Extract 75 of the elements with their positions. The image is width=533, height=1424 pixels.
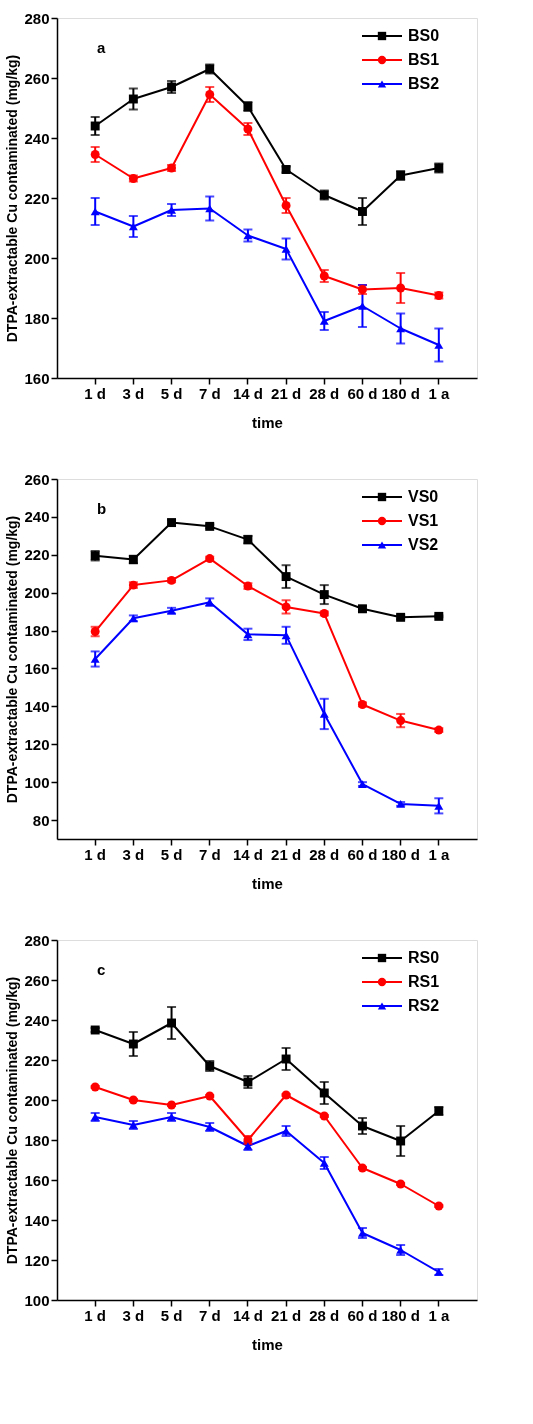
y-tick-label: 240 [24, 129, 50, 147]
x-tick-label: 180 d [381, 384, 420, 402]
y-tick-label: 180 [24, 622, 50, 640]
y-tick-label: 120 [24, 1251, 50, 1269]
x-tick-label: 180 d [381, 845, 420, 863]
x-tick-label: 60 d [347, 384, 378, 402]
y-tick-label: 160 [24, 659, 50, 677]
x-tick-label: 21 d [271, 845, 302, 863]
x-tick-label: 60 d [347, 845, 378, 863]
x-axis-title: time [252, 1335, 283, 1353]
y-tick-label: 220 [24, 1051, 50, 1069]
y-tick-label: 220 [24, 189, 50, 207]
x-axis-title: time [252, 413, 283, 431]
y-tick-label: 160 [24, 1171, 50, 1189]
legend-label: RS0 [408, 949, 440, 966]
y-tick-label: 260 [24, 69, 50, 87]
x-tick-label: 21 d [271, 1306, 302, 1324]
y-tick-label: 200 [24, 249, 50, 267]
y-tick-label: 260 [24, 971, 50, 989]
y-axis-title: DTPA-extractable Cu contaminated (mg/kg) [4, 976, 21, 1265]
x-tick-label: 7 d [198, 1306, 221, 1324]
x-tick-label: 3 d [122, 845, 145, 863]
y-tick-label: 160 [24, 369, 50, 387]
x-tick-label: 14 d [232, 845, 263, 863]
y-tick-label: 140 [24, 1211, 50, 1229]
x-tick-label: 5 d [160, 384, 183, 402]
y-tick-label: 140 [24, 697, 50, 715]
x-tick-label: 1 d [84, 384, 107, 402]
y-tick-label: 200 [24, 1091, 50, 1109]
y-axis-title: DTPA-extractable Cu contaminated (mg/kg) [4, 54, 21, 343]
x-tick-label: 28 d [309, 1306, 340, 1324]
legend-label: RS2 [408, 997, 440, 1014]
y-tick-label: 240 [24, 508, 50, 526]
x-tick-label: 14 d [232, 384, 263, 402]
x-tick-label: 21 d [271, 384, 302, 402]
y-tick-label: 100 [24, 1291, 50, 1309]
annotation: b [97, 500, 107, 517]
annotation: c [97, 961, 106, 978]
x-tick-label: 5 d [160, 845, 183, 863]
x-tick-label: 1 d [84, 1306, 107, 1324]
y-tick-label: 280 [24, 931, 50, 949]
x-tick-label: 1 a [428, 384, 450, 402]
x-tick-label: 1 d [84, 845, 107, 863]
x-tick-label: 5 d [160, 1306, 183, 1324]
y-tick-label: 260 [24, 470, 50, 488]
y-tick-label: 200 [24, 584, 50, 602]
x-tick-label: 180 d [381, 1306, 420, 1324]
y-axis-title: DTPA-extractable Cu contaminated (mg/kg) [4, 515, 21, 804]
x-axis-title: time [252, 874, 283, 892]
y-tick-label: 180 [24, 1131, 50, 1149]
legend-label: VS2 [408, 536, 439, 553]
legend-label: BS0 [408, 27, 440, 44]
x-tick-label: 14 d [232, 1306, 263, 1324]
x-tick-label: 7 d [198, 384, 221, 402]
y-tick-label: 80 [32, 811, 50, 829]
x-tick-label: 1 a [428, 1306, 450, 1324]
x-tick-label: 28 d [309, 845, 340, 863]
x-tick-label: 3 d [122, 1306, 145, 1324]
legend-label: VS0 [408, 488, 439, 505]
annotation: a [97, 39, 106, 56]
y-tick-label: 240 [24, 1011, 50, 1029]
y-tick-label: 100 [24, 773, 50, 791]
y-tick-label: 280 [24, 9, 50, 27]
y-tick-label: 220 [24, 546, 50, 564]
x-tick-label: 7 d [198, 845, 221, 863]
y-tick-label: 180 [24, 309, 50, 327]
legend-label: RS1 [408, 973, 440, 990]
legend-label: BS2 [408, 75, 440, 92]
legend-label: VS1 [408, 512, 439, 529]
x-tick-label: 1 a [428, 845, 450, 863]
x-tick-label: 3 d [122, 384, 145, 402]
x-tick-label: 60 d [347, 1306, 378, 1324]
y-tick-label: 120 [24, 735, 50, 753]
x-tick-label: 28 d [309, 384, 340, 402]
legend-label: BS1 [408, 51, 440, 68]
